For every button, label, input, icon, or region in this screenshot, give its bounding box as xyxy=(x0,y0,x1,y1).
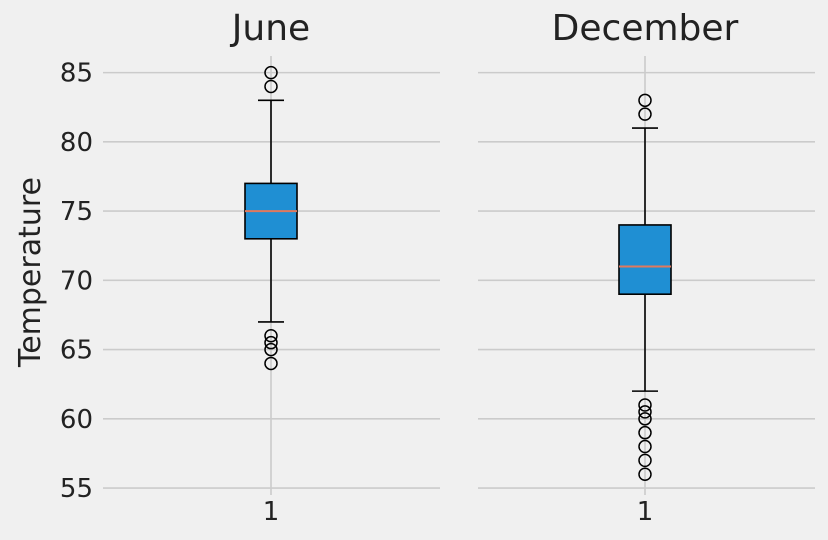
outlier-point xyxy=(264,79,278,94)
box-element xyxy=(244,65,298,371)
box-element xyxy=(618,93,672,481)
outlier-point xyxy=(264,356,278,371)
x-tick-label: 1 xyxy=(263,497,280,527)
outlier-point xyxy=(638,398,652,412)
panel-june: June 55 60 65 70 75 80 85 1 xyxy=(60,8,440,527)
panel-title: December xyxy=(552,8,739,49)
outlier-point xyxy=(264,65,278,80)
y-tick-label: 85 xyxy=(60,59,93,89)
y-tick-label: 55 xyxy=(60,474,93,504)
outlier-point xyxy=(264,328,278,343)
y-tick-label: 75 xyxy=(60,197,93,227)
panel-title: June xyxy=(230,8,310,49)
outlier-point xyxy=(638,412,652,426)
y-axis-label: Temperature xyxy=(13,177,48,368)
outlier-point xyxy=(638,93,652,108)
outlier-point xyxy=(638,439,652,454)
outlier-point xyxy=(638,405,652,419)
panel-december: December 1 xyxy=(478,8,815,527)
y-tick-label: 60 xyxy=(60,405,93,435)
outlier-point xyxy=(264,342,278,357)
y-tick-label: 65 xyxy=(60,336,93,366)
outlier-point xyxy=(638,467,652,481)
outlier-point xyxy=(264,335,278,350)
y-tick-label: 80 xyxy=(60,128,93,158)
x-tick-label: 1 xyxy=(637,497,654,527)
outlier-point xyxy=(638,453,652,468)
outlier-point xyxy=(638,425,652,440)
iqr-box xyxy=(618,224,672,295)
outlier-point xyxy=(638,107,652,121)
y-tick-label: 70 xyxy=(60,266,93,296)
y-tick-labels: 55 60 65 70 75 80 85 xyxy=(60,59,93,504)
